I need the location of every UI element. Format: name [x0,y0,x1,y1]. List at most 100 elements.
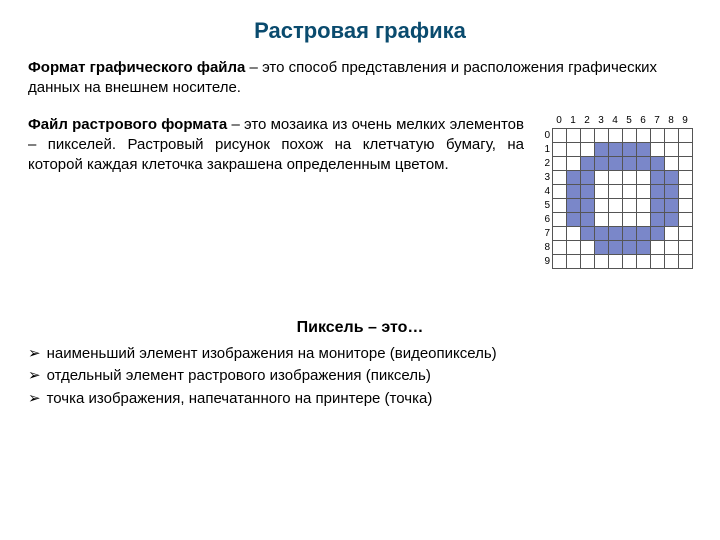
grid-cell [650,142,665,157]
grid-cell [566,170,581,185]
grid-cell [608,128,623,143]
grid-cell [678,240,693,255]
bullet-text: наименьший элемент изображения на монито… [47,343,497,366]
grid-cell [580,212,595,227]
col-label: 5 [622,115,636,127]
pixel-heading: Пиксель – это… [28,319,692,337]
grid-cell [636,226,651,241]
grid-cell [622,198,637,213]
grid-cell [650,254,665,269]
grid-cell [664,142,679,157]
grid-cell [580,254,595,269]
row-label: 2 [538,157,550,171]
grid-cell [580,226,595,241]
grid-cell [636,170,651,185]
col-label: 3 [594,115,608,127]
bullet-marker-icon: ➢ [28,343,41,366]
grid-cell [608,212,623,227]
grid-cell [566,142,581,157]
grid-cell [566,156,581,171]
grid-cell [608,142,623,157]
grid-cell [594,170,609,185]
pixel-grid [552,129,692,269]
row-label: 1 [538,143,550,157]
grid-cell [650,226,665,241]
grid-cell [622,254,637,269]
grid-cell [650,212,665,227]
bullet-item: ➢ наименьший элемент изображения на мони… [28,343,692,366]
grid-cell [636,142,651,157]
row-label: 0 [538,129,550,143]
grid-cell [678,170,693,185]
pixel-bullets: ➢ наименьший элемент изображения на мони… [28,343,692,411]
grid-cell [580,156,595,171]
grid-cell [664,198,679,213]
grid-cell [678,128,693,143]
grid-cell [636,184,651,199]
grid-cell [608,184,623,199]
grid-cell [608,170,623,185]
grid-cell [580,142,595,157]
row-label: 5 [538,199,550,213]
grid-cell [650,170,665,185]
bullet-item: ➢ точка изображения, напечатанного на пр… [28,388,692,411]
grid-cell [580,170,595,185]
grid-cell [594,254,609,269]
row-label: 3 [538,171,550,185]
row-label: 9 [538,255,550,269]
grid-cell [622,128,637,143]
paragraph-raster-term: Файл растрового формата [28,116,227,133]
grid-cell [552,170,567,185]
grid-cell [664,240,679,255]
bullet-item: ➢ отдельный элемент растрового изображен… [28,365,692,388]
grid-cell [678,142,693,157]
grid-cell [594,156,609,171]
col-label: 7 [650,115,664,127]
grid-cell [594,128,609,143]
paragraph-format-term: Формат графического файла [28,59,245,76]
grid-cell [636,198,651,213]
grid-cell [678,184,693,199]
grid-cell [664,184,679,199]
pixel-grid-diagram: 0 1 2 3 4 5 6 7 8 9 0 1 2 3 4 5 6 7 8 9 [538,115,692,269]
grid-cell [650,156,665,171]
grid-cell [636,212,651,227]
col-label: 0 [552,115,566,127]
grid-cell [552,184,567,199]
grid-cell [608,240,623,255]
grid-cell [622,170,637,185]
grid-cell [650,184,665,199]
grid-cell [566,212,581,227]
grid-cell [622,156,637,171]
grid-cell [664,254,679,269]
grid-cell [566,240,581,255]
grid-cell [566,128,581,143]
grid-cell [608,254,623,269]
col-label: 8 [664,115,678,127]
bullet-marker-icon: ➢ [28,365,41,388]
grid-cell [622,240,637,255]
grid-cell [580,184,595,199]
grid-cell [566,254,581,269]
grid-cell [678,212,693,227]
grid-row-labels: 0 1 2 3 4 5 6 7 8 9 [538,129,550,269]
grid-cell [594,226,609,241]
grid-cell [664,128,679,143]
grid-cell [678,198,693,213]
col-label: 1 [566,115,580,127]
grid-cell [594,240,609,255]
grid-cell [622,142,637,157]
grid-cell [552,198,567,213]
col-label: 4 [608,115,622,127]
grid-cell [678,156,693,171]
col-label: 6 [636,115,650,127]
bullet-marker-icon: ➢ [28,388,41,411]
grid-cell [636,240,651,255]
col-label: 9 [678,115,692,127]
grid-cell [636,156,651,171]
grid-cell [594,142,609,157]
grid-cell [650,240,665,255]
grid-cell [636,254,651,269]
grid-cell [580,240,595,255]
col-label: 2 [580,115,594,127]
